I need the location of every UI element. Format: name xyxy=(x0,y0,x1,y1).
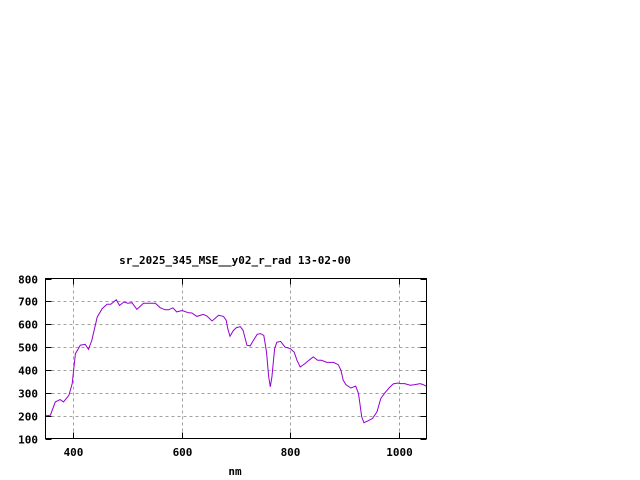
x-tick-label: 400 xyxy=(64,446,84,459)
tick-labels: 100 200 300 400 500 600 700 800 400 600 800 1000 xyxy=(18,274,413,460)
grid xyxy=(45,278,427,439)
y-tick-label: 100 xyxy=(18,434,38,447)
series-line xyxy=(45,299,427,424)
y-tick-label: 200 xyxy=(18,411,38,424)
chart-title: sr_2025_345_MSE__y02_r_rad 13-02-00 xyxy=(119,254,351,267)
y-tick-label: 600 xyxy=(18,319,38,332)
y-tick-label: 400 xyxy=(18,365,38,378)
y-tick-label: 300 xyxy=(18,388,38,401)
plot-border xyxy=(45,278,427,439)
ticks xyxy=(45,278,427,440)
x-tick-label: 1000 xyxy=(386,446,413,459)
x-axis-label: nm xyxy=(228,465,242,478)
y-tick-label: 500 xyxy=(18,342,38,355)
y-tick-label: 700 xyxy=(18,296,38,309)
x-tick-label: 800 xyxy=(281,446,301,459)
y-tick-label: 800 xyxy=(18,274,38,287)
x-tick-label: 600 xyxy=(173,446,193,459)
